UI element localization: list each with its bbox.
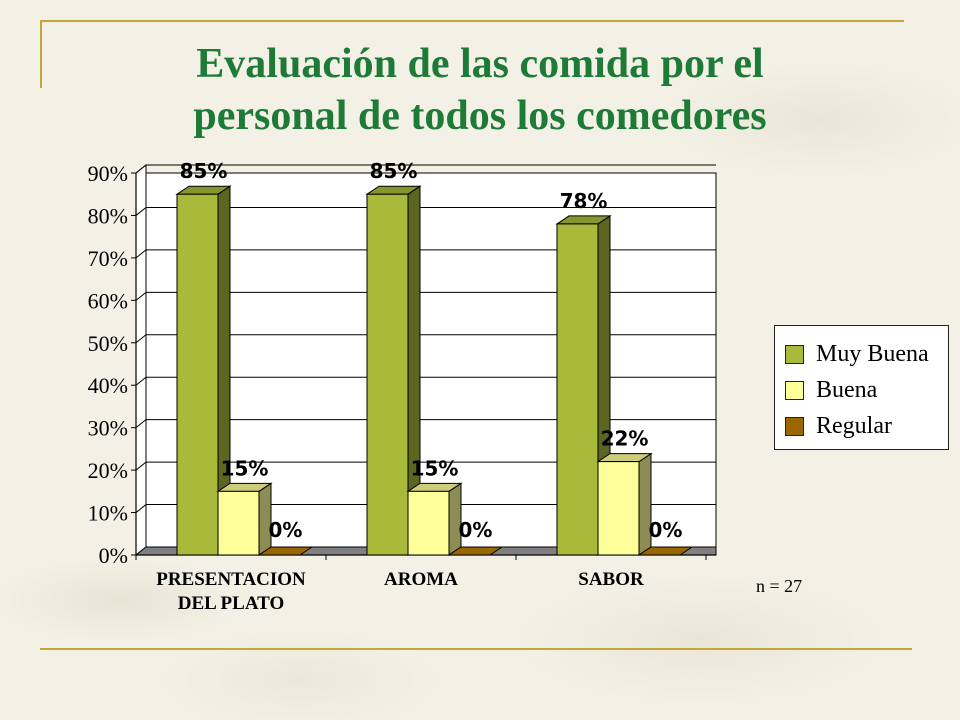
gridline — [135, 249, 716, 259]
sample-size-note: n = 27 — [756, 576, 803, 596]
data-label: 15% — [411, 456, 459, 480]
data-label: 85% — [180, 159, 228, 183]
data-label: 78% — [560, 189, 608, 213]
bar — [556, 223, 599, 556]
gridline — [135, 419, 716, 429]
data-label: 0% — [459, 518, 493, 542]
bar-flat — [447, 546, 504, 556]
gridline — [135, 334, 716, 344]
legend-item-buena: Buena — [785, 372, 948, 408]
data-label: 0% — [269, 518, 303, 542]
legend-swatch-buena — [785, 380, 804, 400]
x-category-label: SABOR — [578, 569, 644, 590]
gridline — [135, 164, 716, 174]
data-label: 85% — [370, 159, 418, 183]
y-tick-label: 30% — [88, 416, 128, 441]
title-line-2: personal de todos los comedores — [193, 93, 767, 139]
bar — [366, 193, 409, 556]
data-label: 15% — [221, 456, 269, 480]
slide-title: Evaluación de las comida por el personal… — [60, 38, 900, 142]
chart-legend: Muy Buena Buena Regular — [774, 325, 949, 450]
legend-label-buena: Buena — [816, 376, 878, 403]
bar — [597, 461, 640, 556]
legend-item-regular: Regular — [785, 408, 948, 444]
bar-flat — [637, 546, 694, 556]
y-tick-label: 10% — [88, 501, 128, 526]
gridline — [135, 504, 716, 513]
bottom-rule — [40, 648, 912, 650]
y-tick-label: 40% — [88, 373, 128, 398]
bar — [217, 490, 260, 556]
gridline — [135, 376, 716, 386]
legend-swatch-regular — [785, 416, 804, 436]
x-category-label: AROMA — [384, 569, 458, 590]
data-label: 22% — [601, 427, 649, 451]
y-tick-label: 90% — [88, 161, 128, 186]
bar-flat — [257, 546, 314, 556]
y-tick-label: 70% — [88, 246, 128, 271]
legend-label-muy-buena: Muy Buena — [816, 340, 929, 367]
top-rule — [40, 20, 904, 22]
gridline — [135, 291, 716, 301]
gridline — [135, 461, 716, 471]
gridline — [135, 206, 716, 216]
title-line-1: Evaluación de las comida por el — [196, 41, 764, 87]
bar — [407, 490, 450, 556]
x-category-label: DEL PLATO — [178, 593, 284, 614]
y-tick-label: 80% — [88, 203, 128, 228]
y-tick-label: 60% — [88, 288, 128, 313]
legend-label-regular: Regular — [816, 412, 892, 439]
y-tick-label: 50% — [88, 331, 128, 356]
y-tick-label: 20% — [88, 458, 128, 483]
x-category-label: PRESENTACION — [156, 569, 306, 590]
y-tick-label: 0% — [99, 543, 128, 568]
legend-swatch-muy-buena — [785, 344, 804, 364]
legend-item-muy-buena: Muy Buena — [785, 336, 948, 372]
plot-side-wall — [135, 163, 147, 557]
data-label: 0% — [649, 518, 683, 542]
top-rule-stub — [40, 20, 42, 88]
bar — [176, 193, 219, 556]
